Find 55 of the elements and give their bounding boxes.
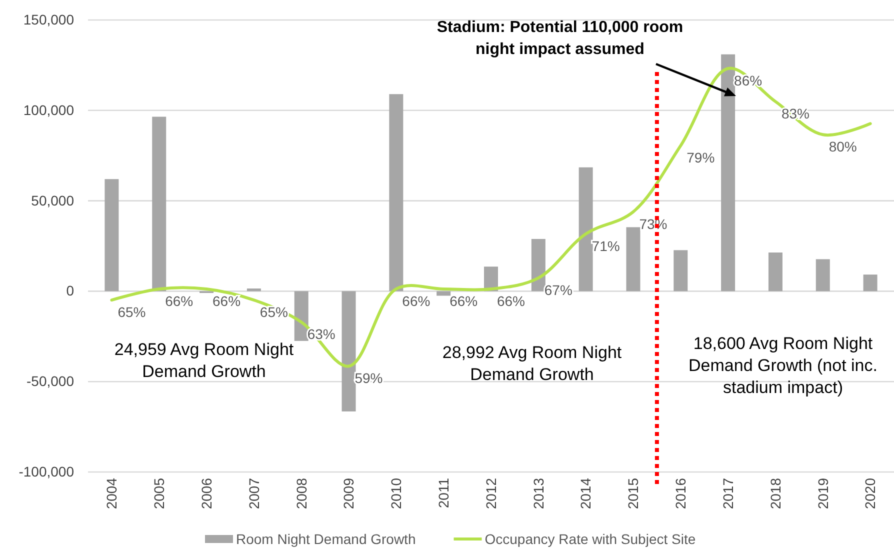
legend-label: Room Night Demand Growth xyxy=(236,531,416,547)
data-label: 66% xyxy=(496,292,526,309)
bar xyxy=(578,167,593,292)
bar xyxy=(342,291,356,412)
x-tick-label: 2015 xyxy=(625,478,642,510)
y-tick-label: -50,000 xyxy=(26,373,74,390)
data-label: 67% xyxy=(544,282,572,298)
x-tick-label: 2006 xyxy=(198,478,214,510)
bar xyxy=(768,252,782,292)
y-tick-label: 100,000 xyxy=(23,102,74,118)
x-tick-label: 2014 xyxy=(578,478,594,510)
x-tick-label: 2018 xyxy=(767,478,784,510)
x-tick-label: 2004 xyxy=(104,478,120,510)
x-tick-label: 2011 xyxy=(435,478,452,508)
bar xyxy=(389,94,404,292)
bar xyxy=(674,250,688,292)
x-tick-label: 2013 xyxy=(530,478,546,510)
annotation: 18,600 Avg Room Night Demand Growth (not inc. stadium impact) xyxy=(688,334,878,397)
bar xyxy=(721,54,736,292)
x-tick-label: 2010 xyxy=(388,478,404,510)
bar xyxy=(626,227,640,292)
x-tick-label: 2016 xyxy=(672,478,689,510)
x-tick-label: 2008 xyxy=(293,478,310,510)
x-tick-label: 2012 xyxy=(482,478,499,510)
bar xyxy=(152,116,166,292)
data-label: 79% xyxy=(686,150,715,166)
y-tick-label: 50,000 xyxy=(31,192,74,208)
x-tick-label: 2007 xyxy=(246,478,262,510)
data-label: 66% xyxy=(165,292,194,309)
x-tick-label: 2009 xyxy=(340,478,357,510)
x-tick-label: 2020 xyxy=(862,478,878,510)
x-tick-label: 2019 xyxy=(814,478,831,510)
bar xyxy=(104,179,119,292)
annotation: 24,959 Avg Room Night Demand Growth xyxy=(114,340,294,381)
data-label: 71% xyxy=(592,238,620,254)
bar xyxy=(816,259,830,292)
annotation: 28,992 Avg Room Night Demand Growth xyxy=(442,343,622,384)
y-tick-label: -100,000 xyxy=(18,463,74,480)
bar xyxy=(436,291,451,296)
x-tick-label: 2005 xyxy=(151,478,168,510)
data-label: 66% xyxy=(402,292,430,309)
data-label: 59% xyxy=(354,370,383,386)
bar xyxy=(863,274,878,292)
data-label: 66% xyxy=(450,292,478,309)
bar xyxy=(294,291,308,341)
data-label: 65% xyxy=(118,304,146,320)
x-tick-label: 2017 xyxy=(720,478,736,510)
annotation: Stadium: Potential 110,000 room night impact assumed xyxy=(436,19,684,58)
bar xyxy=(531,238,546,292)
data-label: 66% xyxy=(212,292,241,309)
data-label: 80% xyxy=(828,138,857,155)
legend-label: Occupancy Rate with Subject Site xyxy=(484,531,696,547)
y-tick-label: 150,000 xyxy=(23,11,74,28)
bar xyxy=(246,288,261,292)
y-tick-label: 0 xyxy=(66,282,74,299)
